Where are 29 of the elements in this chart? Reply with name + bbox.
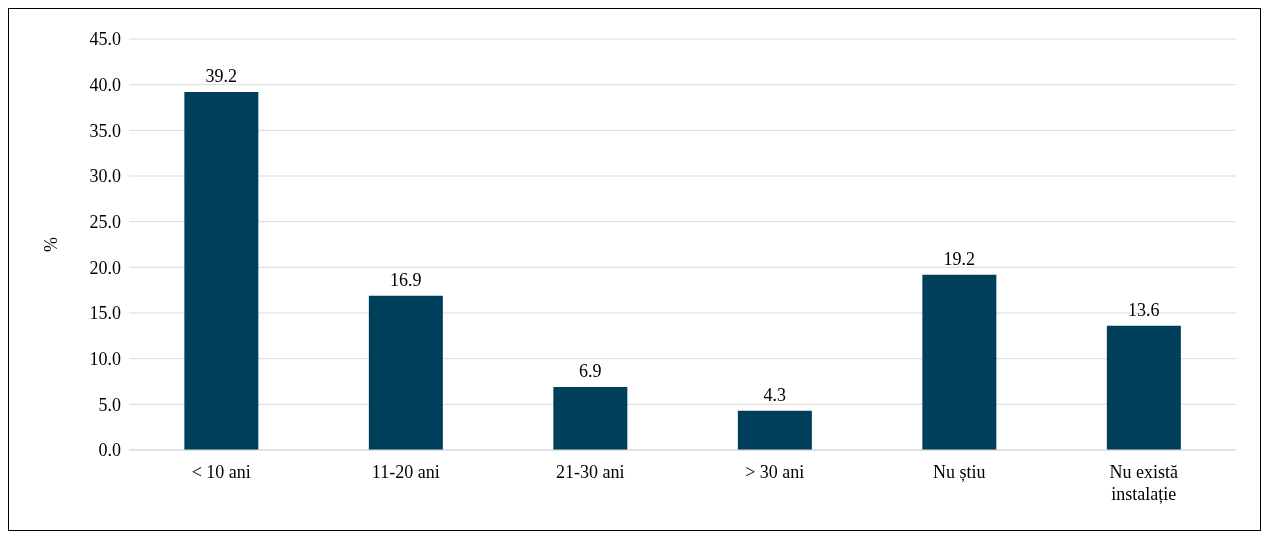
y-tick-label: 25.0: [89, 212, 121, 233]
x-tick-label: < 10 ani: [191, 462, 251, 482]
y-tick-label: 40.0: [89, 75, 121, 96]
data-label: 6.9: [579, 360, 602, 381]
y-tick-label: 45.0: [89, 29, 121, 50]
bar: [737, 410, 812, 450]
data-label: 39.2: [205, 65, 238, 86]
x-tick-label: Nu există instalație: [1109, 462, 1178, 504]
data-label: 13.6: [1128, 299, 1160, 320]
data-label: 4.3: [763, 384, 787, 405]
y-tick-label: 35.0: [89, 120, 121, 141]
x-tick-label: 11-20 ani: [371, 462, 440, 482]
x-tick-label: Nu știu: [932, 462, 986, 482]
y-axis-title: %: [41, 237, 62, 252]
y-tick-label: 0.0: [98, 440, 121, 461]
bar: [553, 386, 628, 450]
x-tick-label: 21-30 ani: [556, 462, 625, 482]
bar: [922, 274, 997, 450]
y-tick-label: 10.0: [89, 349, 121, 370]
bar: [184, 91, 259, 450]
y-tick-label: 15.0: [89, 303, 121, 324]
y-tick-label: 20.0: [89, 257, 121, 278]
data-label: 19.2: [943, 248, 976, 269]
y-tick-label: 30.0: [89, 166, 121, 187]
bar: [1106, 325, 1181, 450]
y-tick-label: 5.0: [98, 394, 121, 415]
x-tick-label: > 30 ani: [745, 462, 805, 482]
bar: [368, 295, 443, 450]
data-label: 16.9: [390, 269, 422, 290]
